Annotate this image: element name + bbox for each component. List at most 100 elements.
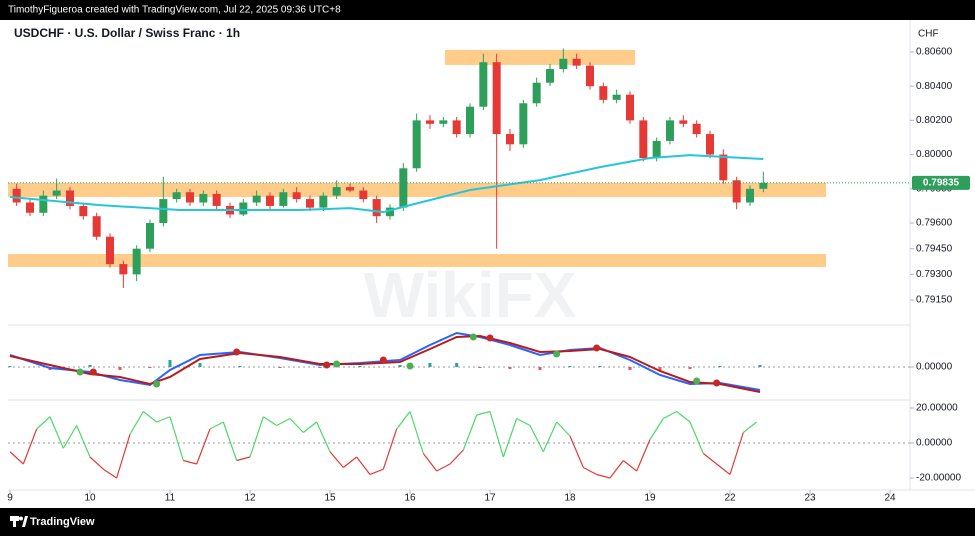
oscillator-segment: [276, 417, 291, 427]
candle-body: [706, 134, 714, 155]
oscillator-segment: [22, 428, 38, 465]
x-tick-label: 24: [884, 493, 896, 504]
oscillator-segment: [702, 453, 718, 465]
oscillator-segment: [516, 417, 531, 427]
histogram-bar: [508, 367, 512, 369]
oscillator-segment: [183, 459, 197, 465]
histogram-bar: [758, 365, 762, 367]
candle-body: [172, 192, 181, 200]
histogram-bar: [478, 367, 482, 368]
oscillator-segment: [169, 416, 184, 461]
top-bar: [0, 0, 975, 20]
histogram-bar: [538, 367, 542, 370]
candle-body: [146, 223, 154, 249]
cross-marker: [333, 360, 341, 368]
y-tick-label: 20.00000: [916, 403, 958, 414]
oscillator-segment: [316, 421, 331, 452]
zone: [445, 49, 635, 65]
candle-body: [572, 58, 581, 66]
oscillator-segment: [103, 468, 117, 479]
cross-marker: [553, 350, 561, 358]
oscillator-segment: [449, 449, 464, 465]
candle-body: [532, 82, 541, 104]
candle-body: [319, 195, 328, 208]
oscillator-segment: [489, 411, 504, 458]
candle-body: [252, 195, 261, 203]
oscillator-segment: [382, 428, 398, 470]
brand-logo: [10, 516, 28, 527]
cross-marker: [713, 379, 721, 387]
oscillator-segment: [569, 435, 584, 468]
oscillator-segment: [542, 421, 558, 452]
candle-body: [212, 193, 221, 206]
oscillator-segment: [502, 418, 518, 458]
candle-body: [626, 94, 634, 121]
oscillator-segment: [622, 460, 638, 472]
oscillator-segment: [89, 456, 104, 470]
cross-marker: [486, 334, 494, 342]
candle-body: [92, 216, 101, 237]
x-tick-label: 16: [404, 493, 416, 504]
oscillator-segment: [9, 451, 24, 465]
oscillator-segment: [663, 410, 677, 420]
x-tick-label: 9: [7, 493, 13, 504]
oscillator-segment: [49, 416, 64, 449]
watermark: WikiFX: [364, 259, 577, 331]
candle-body: [346, 187, 354, 191]
oscillator-segment: [62, 425, 78, 449]
y-tick-label: 0.80400: [916, 81, 953, 92]
candle-body: [559, 58, 568, 70]
zone: [8, 253, 826, 268]
zone: [8, 182, 826, 198]
oscillator-segment: [649, 418, 664, 440]
histogram-bar: [88, 365, 92, 367]
candle-body: [546, 69, 554, 83]
candle-body: [79, 205, 88, 217]
oscillator-segment: [156, 416, 171, 423]
cross-marker: [593, 344, 601, 352]
y-tick-label: 0.79150: [916, 295, 953, 306]
x-tick-label: 17: [484, 493, 496, 504]
oscillator-segment: [556, 421, 571, 437]
cross-marker: [406, 362, 414, 370]
candle-body: [732, 180, 741, 203]
cross-marker: [323, 361, 331, 369]
x-tick-label: 11: [165, 493, 176, 504]
histogram-bar: [658, 367, 662, 371]
histogram-bar: [148, 367, 152, 368]
candle-body: [372, 199, 381, 217]
candle-body: [66, 190, 74, 206]
cross-marker: [693, 377, 701, 385]
cross-marker: [233, 348, 241, 356]
candle-body: [466, 106, 474, 135]
oscillator-segment: [236, 456, 251, 462]
candle-body: [746, 188, 754, 203]
oscillator-segment: [369, 468, 384, 476]
histogram-bar: [198, 363, 202, 367]
oscillator-segment: [436, 463, 451, 472]
y-tick-label: 0.79300: [916, 269, 953, 280]
chart-title: USDCHF · U.S. Dollar / Swiss Franc · 1h: [14, 26, 240, 40]
x-tick-label: 19: [644, 493, 656, 504]
candle-body: [279, 192, 288, 206]
x-tick-label: 12: [244, 493, 256, 504]
last-price-label: 0.79835: [923, 177, 960, 188]
histogram-bar: [118, 367, 122, 370]
candle-body: [719, 154, 728, 181]
histogram-bar: [398, 365, 402, 367]
histogram-bar: [238, 366, 242, 367]
oscillator-segment: [716, 463, 731, 475]
last-price-box: [912, 175, 970, 190]
x-tick-label: 22: [724, 493, 736, 504]
y-tick-label: 0.00000: [916, 438, 953, 449]
candle-body: [186, 192, 194, 203]
y-tick-label: 0.80200: [916, 115, 953, 126]
oscillator-segment: [142, 411, 158, 423]
oscillator-segment: [129, 411, 144, 435]
cross-marker: [469, 333, 477, 341]
oscillator-segment: [729, 432, 744, 475]
histogram-bar: [318, 367, 322, 368]
oscillator-segment: [356, 456, 371, 475]
candle-body: [506, 134, 514, 145]
